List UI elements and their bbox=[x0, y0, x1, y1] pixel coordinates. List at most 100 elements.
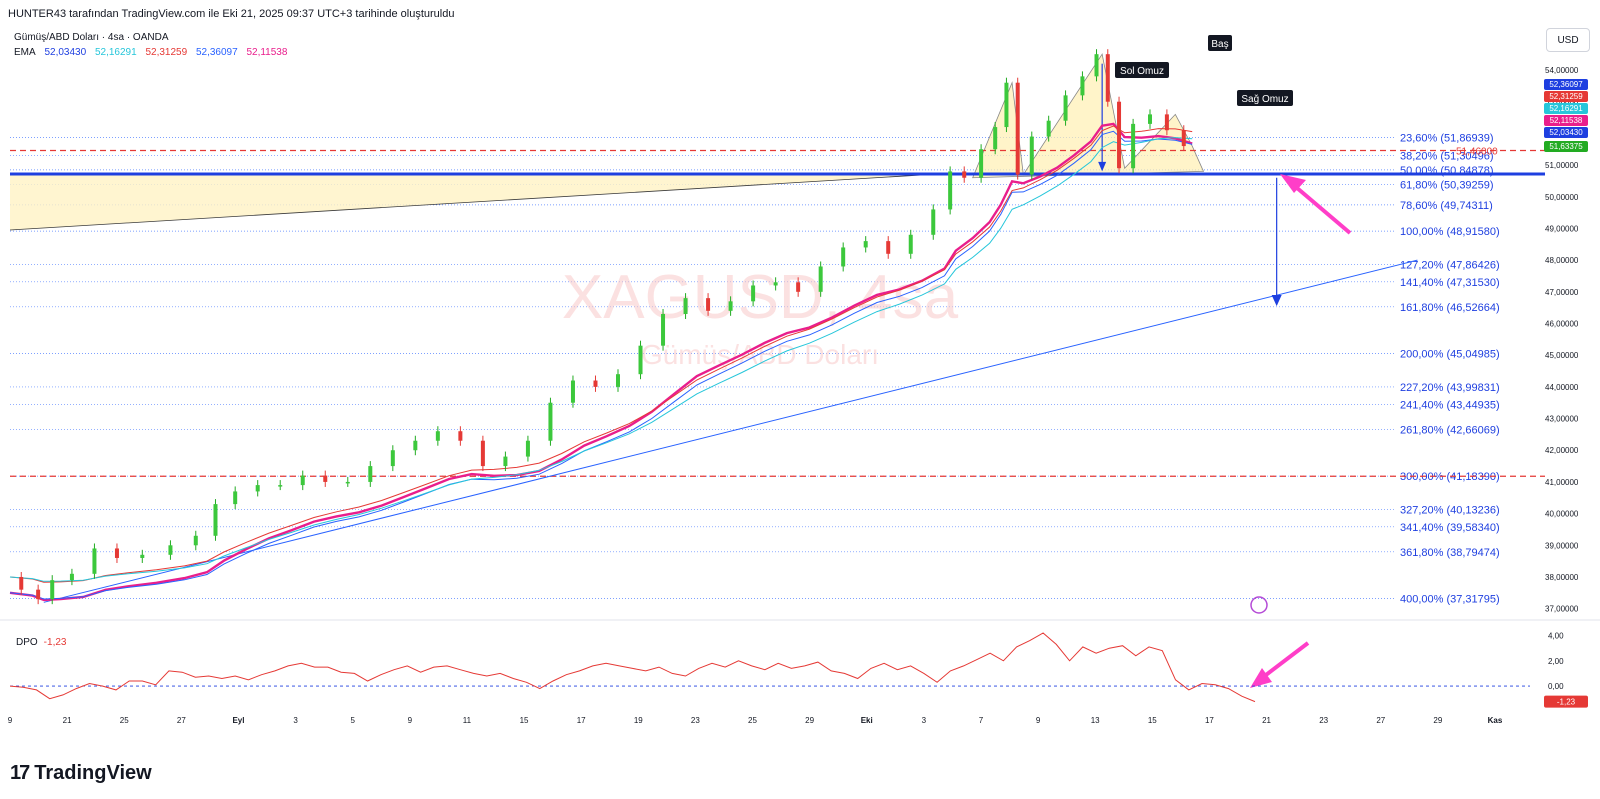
axis-layer: 54,0000053,0000052,0000051,0000050,00000… bbox=[0, 66, 1600, 725]
tradingview-logo[interactable]: 17 TradingView bbox=[10, 762, 152, 785]
time-axis-tick: 3 bbox=[922, 716, 927, 725]
fib-level-label: 127,20% (47,86426) bbox=[1400, 259, 1500, 271]
candle-body bbox=[36, 589, 41, 600]
candle-body bbox=[1015, 82, 1020, 175]
dpo-legend[interactable]: DPO -1,23 bbox=[16, 637, 66, 648]
ema-value: 52,31259 bbox=[145, 47, 188, 58]
time-axis-tick: Kas bbox=[1488, 716, 1503, 725]
candle-body bbox=[413, 440, 418, 451]
sag-omuz-label: Sağ Omuz bbox=[1241, 94, 1288, 105]
time-axis-tick: 13 bbox=[1091, 716, 1100, 725]
ema-value: 52,03430 bbox=[44, 47, 87, 58]
candle-body bbox=[979, 149, 984, 178]
currency-button[interactable]: USD bbox=[1546, 28, 1590, 52]
candle-body bbox=[323, 475, 328, 482]
projection-arrow-head bbox=[1271, 294, 1282, 307]
fib-level-label: 341,40% (39,58340) bbox=[1400, 522, 1500, 534]
fib-level-label: 361,80% (38,79474) bbox=[1400, 547, 1500, 559]
dpo-axis-tick: 0,00 bbox=[1548, 682, 1564, 691]
price-axis-tick: 42,00000 bbox=[1545, 446, 1579, 455]
ema-label: EMA bbox=[14, 47, 36, 58]
dpo-value-tag bbox=[1544, 695, 1588, 708]
candle-body bbox=[751, 285, 756, 302]
candle-body bbox=[931, 209, 936, 235]
candle-body bbox=[1063, 95, 1068, 121]
candle-body bbox=[435, 431, 440, 441]
candle-body bbox=[886, 241, 891, 254]
price-tag: 52,03430 bbox=[1544, 127, 1588, 138]
candle-body bbox=[773, 282, 778, 286]
time-axis-tick: 9 bbox=[408, 716, 413, 725]
candle-body bbox=[69, 573, 74, 581]
ema-line bbox=[9, 137, 1193, 582]
price-axis-tick: 49,00000 bbox=[1545, 224, 1579, 233]
price-axis-tick: 38,00000 bbox=[1545, 573, 1579, 582]
pink-pointer-arrow bbox=[1288, 180, 1352, 235]
candle-body bbox=[593, 380, 598, 387]
candle-body bbox=[948, 171, 953, 210]
fib-level-label: 400,00% (37,31795) bbox=[1400, 594, 1500, 606]
candle-body bbox=[1105, 54, 1110, 102]
time-axis-tick: Eyl bbox=[232, 716, 244, 725]
fib-level-label: 100,00% (48,91580) bbox=[1400, 226, 1500, 238]
fib-level-label: 38,20% (51,30496) bbox=[1400, 150, 1494, 162]
candle-body bbox=[1131, 123, 1136, 169]
candle-body bbox=[993, 127, 998, 150]
candle-body bbox=[962, 171, 967, 178]
horizontal-level-label: 51,46000 bbox=[1456, 147, 1498, 158]
time-axis-tick: 23 bbox=[1319, 716, 1328, 725]
symbol-line[interactable]: Gümüş/ABD Doları · 4sa · OANDA bbox=[14, 32, 169, 43]
candle-body bbox=[345, 481, 350, 484]
candle-body bbox=[114, 548, 119, 558]
ema-value: 52,36097 bbox=[195, 47, 238, 58]
fib-level-label: 23,60% (51,86939) bbox=[1400, 133, 1494, 145]
price-axis-tick: 47,00000 bbox=[1545, 288, 1579, 297]
time-axis-tick: 19 bbox=[634, 716, 643, 725]
price-axis-tick: 41,00000 bbox=[1545, 478, 1579, 487]
candle-body bbox=[390, 450, 395, 467]
fib-level-label: 227,20% (43,99831) bbox=[1400, 382, 1500, 394]
candle-body bbox=[233, 491, 238, 505]
dpo-line bbox=[9, 632, 1256, 703]
price-tag: 52,11538 bbox=[1544, 115, 1588, 126]
dpo-value-tag-text: -1,23 bbox=[1557, 698, 1576, 707]
fib-level-label: 327,20% (40,13236) bbox=[1400, 504, 1500, 516]
time-axis-tick: 23 bbox=[691, 716, 700, 725]
price-axis-tick: 44,00000 bbox=[1545, 383, 1579, 392]
ema-line bbox=[9, 125, 1193, 583]
candle-body bbox=[193, 535, 198, 546]
candle-body bbox=[213, 504, 218, 536]
ema-legend-row[interactable]: EMA 52,03430 52,16291 52,31259 52,36097 … bbox=[14, 45, 293, 60]
sag-omuz-badge bbox=[1237, 90, 1293, 106]
grid-layer: 23,60% (51,86939)38,20% (51,30496)50,00%… bbox=[10, 133, 1500, 606]
bas-badge bbox=[1208, 35, 1232, 51]
fib-level-label: 300,00% (41,18390) bbox=[1400, 471, 1500, 483]
price-axis-tick: 45,00000 bbox=[1545, 351, 1579, 360]
price-axis-tick: 43,00000 bbox=[1545, 415, 1579, 424]
candle-body bbox=[863, 241, 868, 248]
ema-value: 52,11538 bbox=[246, 47, 288, 58]
fib-level-label: 141,40% (47,31530) bbox=[1400, 277, 1500, 289]
candle-body bbox=[19, 576, 24, 590]
candle-body bbox=[458, 431, 463, 441]
candle-body bbox=[638, 345, 643, 375]
time-axis-tick: 25 bbox=[748, 716, 757, 725]
ascending-trend-line bbox=[43, 259, 1418, 603]
price-axis-tick: 53,00000 bbox=[1545, 98, 1579, 107]
candle-body bbox=[570, 380, 575, 403]
candle-body bbox=[1181, 130, 1186, 147]
time-axis-tick: Eki bbox=[861, 716, 873, 725]
watermark-symbol: XAGUSD, 4sa bbox=[562, 263, 959, 332]
pink-dpo-arrow bbox=[1260, 641, 1310, 680]
fib-level-label: 241,40% (43,44935) bbox=[1400, 399, 1500, 411]
time-axis-tick: 21 bbox=[63, 716, 72, 725]
time-axis-tick: 15 bbox=[1148, 716, 1157, 725]
price-axis-tick: 37,00000 bbox=[1545, 605, 1579, 614]
series-layer bbox=[9, 49, 1193, 605]
time-axis-tick: 15 bbox=[520, 716, 529, 725]
time-axis-tick: 27 bbox=[177, 716, 186, 725]
candle-body bbox=[255, 485, 260, 492]
sol-omuz-badge bbox=[1115, 62, 1169, 78]
time-axis-tick: 9 bbox=[1036, 716, 1041, 725]
